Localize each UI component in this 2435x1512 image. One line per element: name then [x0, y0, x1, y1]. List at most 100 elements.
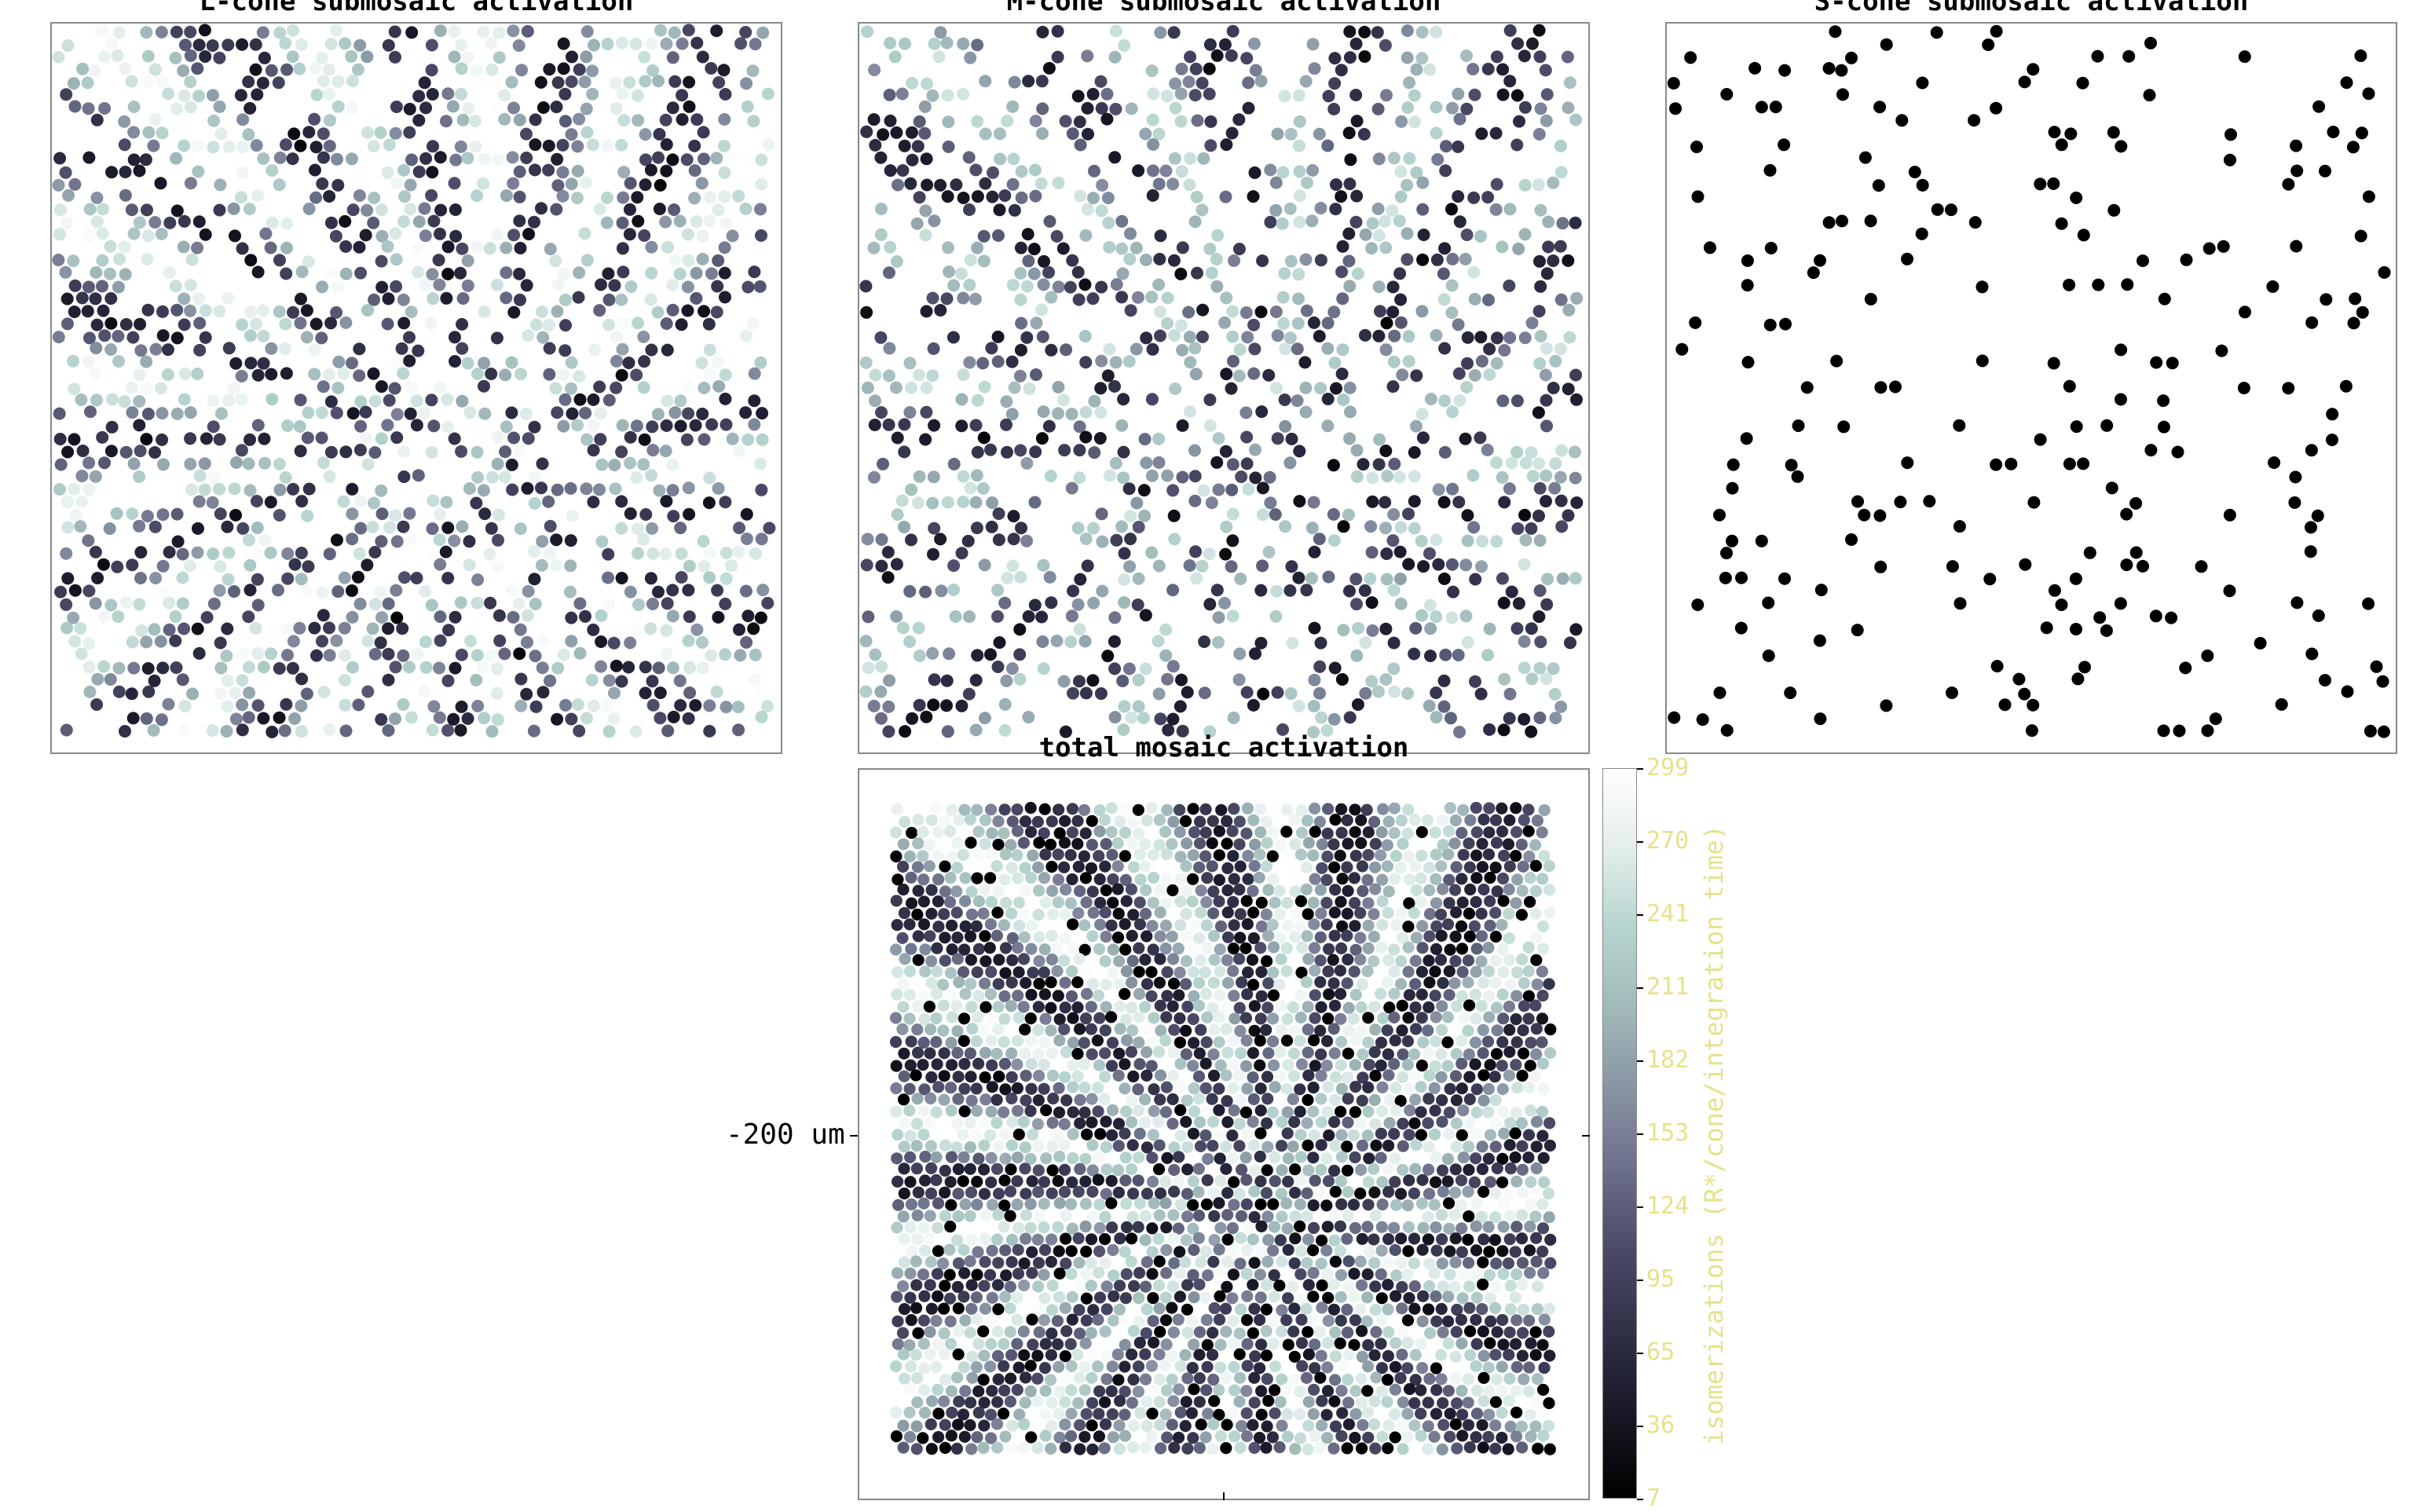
cone-dot: [1071, 90, 1085, 103]
cone-dot: [1130, 342, 1143, 356]
cone-dot: [1408, 495, 1421, 508]
cone-dot: [660, 419, 673, 432]
cone-dot: [1533, 481, 1547, 495]
cone-dot: [1534, 102, 1547, 115]
cone-dot: [1140, 456, 1153, 470]
cone-dot: [1276, 291, 1290, 304]
cone-dot: [184, 457, 197, 470]
cone-dot: [602, 267, 615, 280]
cone-dot: [1204, 115, 1218, 128]
cone-dot: [1005, 1092, 1018, 1105]
cone-dot: [1328, 1115, 1341, 1129]
cone-dot: [939, 885, 952, 898]
cone-dot: [2083, 546, 2096, 559]
cone-dot: [1255, 405, 1269, 419]
cone-dot: [405, 381, 418, 394]
cone-dot: [1382, 815, 1395, 828]
cone-dot: [1254, 1104, 1267, 1117]
cone-dot: [82, 355, 95, 368]
cone-dot: [1214, 989, 1226, 1001]
cone-dot: [1202, 1153, 1214, 1166]
cone-dot: [964, 1255, 976, 1268]
cone-dot: [1154, 884, 1166, 896]
cone-dot: [1095, 280, 1108, 294]
cone-dot: [905, 126, 918, 139]
cone-dot: [1210, 584, 1224, 597]
cone-dot: [950, 1000, 963, 1012]
cone-dot: [2137, 254, 2149, 267]
cone-dot: [1275, 1188, 1287, 1200]
cone-dot: [939, 1164, 951, 1177]
cone-dot: [1282, 1243, 1294, 1256]
cone-dot: [897, 860, 910, 873]
cone-dot: [930, 1173, 943, 1187]
cone-dot: [683, 100, 696, 113]
cone-dot: [1074, 1280, 1086, 1293]
cone-dot: [317, 380, 330, 394]
cone-dot: [404, 407, 417, 420]
cone-dot: [882, 369, 895, 383]
cone-dot: [1423, 599, 1437, 612]
cone-dot: [110, 636, 123, 650]
cone-dot: [725, 559, 738, 573]
cone-dot: [104, 267, 116, 280]
cone-dot: [1322, 1175, 1335, 1188]
cone-dot: [1035, 432, 1049, 445]
cone-dot: [1132, 700, 1145, 713]
cone-dot: [1282, 988, 1294, 1001]
cone-dot: [1668, 711, 1681, 724]
cone-dot: [1470, 872, 1483, 884]
cone-dot: [1359, 328, 1371, 342]
cone-dot: [346, 101, 359, 114]
cone-dot: [1534, 635, 1547, 649]
cone-dot: [1285, 560, 1298, 573]
cone-dot: [1199, 1129, 1212, 1142]
cone-dot: [1344, 405, 1357, 419]
cone-dot: [1030, 368, 1042, 381]
cone-dot: [1038, 1292, 1051, 1305]
cone-dot: [1387, 152, 1401, 165]
cone-dot: [463, 26, 476, 39]
cone-dot: [971, 394, 984, 407]
cone-dot: [1316, 1279, 1328, 1292]
cone-dot: [1301, 176, 1313, 189]
cone-dot: [1437, 839, 1449, 851]
cone-dot: [374, 585, 387, 599]
cone-dot: [892, 1199, 905, 1211]
cone-dot: [1227, 850, 1239, 862]
cone-dot: [1496, 1313, 1509, 1327]
cone-dot: [1074, 884, 1086, 898]
cone-dot: [1448, 977, 1461, 990]
cone-dot: [1328, 929, 1341, 942]
cone-dot: [1357, 884, 1369, 898]
cone-dot: [1052, 407, 1064, 420]
cone-dot: [961, 534, 975, 547]
cone-dot: [1349, 1314, 1362, 1327]
cone-dot: [615, 368, 628, 382]
cone-dot: [441, 674, 455, 687]
cone-dot: [1294, 1011, 1307, 1024]
cone-dot: [1180, 978, 1192, 990]
cone-dot: [1141, 1141, 1153, 1154]
cone-dot: [652, 151, 665, 164]
cone-dot: [544, 674, 557, 687]
cone-dot: [455, 648, 468, 661]
cone-dot: [917, 1059, 929, 1071]
cone-dot: [1067, 918, 1079, 931]
cone-dot: [2048, 584, 2061, 597]
m-cone-panel-title: M-cone submosaic activation: [1006, 0, 1441, 17]
cone-dot: [1300, 304, 1313, 317]
cone-dot: [1335, 64, 1348, 77]
cone-dot: [740, 152, 753, 166]
cone-dot: [1373, 433, 1386, 446]
cone-dot: [564, 481, 577, 495]
cone-dot: [302, 482, 316, 496]
cone-dot: [919, 229, 932, 242]
cone-dot: [1133, 1197, 1146, 1210]
cone-dot: [74, 520, 87, 533]
cone-dot: [1213, 849, 1225, 862]
cone-dot: [1322, 1012, 1335, 1025]
cone-dot: [1134, 873, 1147, 886]
cone-dot: [1403, 1174, 1415, 1187]
cone-dot: [1361, 873, 1374, 886]
